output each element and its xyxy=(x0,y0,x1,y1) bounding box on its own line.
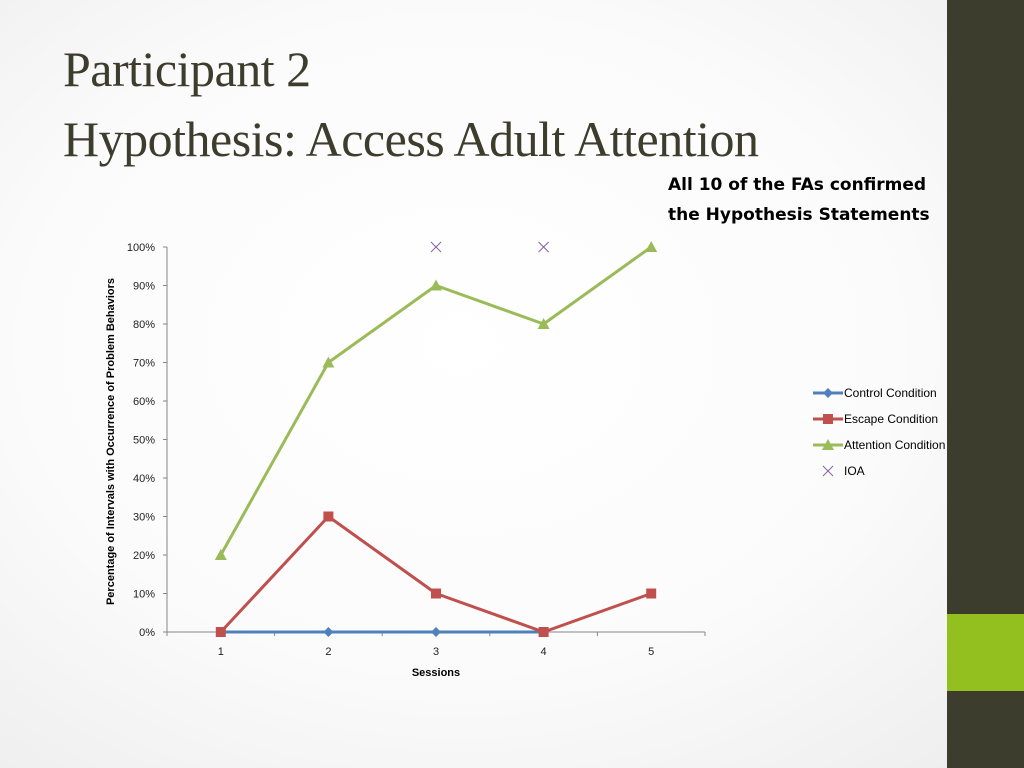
data-point-control-condition xyxy=(431,627,441,637)
hypothesis-note-line-2: the Hypothesis Statements xyxy=(668,205,930,225)
y-tick-label: 50% xyxy=(133,435,155,447)
legend-marker-attention-condition xyxy=(822,439,834,450)
data-point-ioa xyxy=(538,241,549,253)
slide-title: Participant 2 Hypothesis: Access Adult A… xyxy=(63,34,759,174)
data-point-escape-condition xyxy=(431,588,441,599)
slide-title-line-1: Participant 2 xyxy=(63,41,311,97)
series-line-escape-condition xyxy=(219,515,652,634)
legend-label-control-condition: Control Condition xyxy=(844,386,937,400)
legend-marker-ioa xyxy=(822,465,834,477)
data-point-attention-condition xyxy=(537,318,550,329)
y-tick-label: 0% xyxy=(139,627,155,639)
data-point-attention-condition xyxy=(214,549,227,560)
legend-label-attention-condition: Attention Condition xyxy=(844,438,945,452)
data-point-attention-condition xyxy=(322,356,335,368)
data-point-escape-condition xyxy=(323,511,334,522)
data-point-attention-condition xyxy=(645,241,658,252)
y-tick-label: 30% xyxy=(133,512,155,524)
legend-marker-escape-condition xyxy=(823,414,833,424)
legend-marker-control-condition xyxy=(823,388,833,398)
legend-label-escape-condition: Escape Condition xyxy=(844,412,938,426)
y-tick-label: 20% xyxy=(133,550,155,562)
data-point-escape-condition xyxy=(538,627,549,637)
data-point-escape-condition xyxy=(215,627,226,637)
x-axis-title: Sessions xyxy=(412,667,460,679)
data-point-attention-condition xyxy=(430,279,442,291)
y-tick-label: 90% xyxy=(133,281,155,293)
y-tick-label: 70% xyxy=(133,358,155,370)
y-tick-label: 10% xyxy=(133,589,155,601)
data-point-ioa xyxy=(430,241,442,253)
y-axis-title: Percentage of Intervals with Occurrence … xyxy=(105,278,117,605)
hypothesis-note-line-1: All 10 of the FAs confirmed xyxy=(668,175,927,195)
y-tick-label: 80% xyxy=(133,319,155,331)
y-tick-label: 40% xyxy=(133,473,155,485)
sidebar-accent-block xyxy=(947,614,1024,691)
y-tick-label: 100% xyxy=(127,242,155,254)
series-line-attention-condition xyxy=(219,245,653,556)
x-tick-label: 3 xyxy=(433,646,439,658)
x-tick-label: 5 xyxy=(648,646,654,658)
hypothesis-note: All 10 of the FAs confirmed the Hypothes… xyxy=(668,170,968,230)
x-tick-label: 4 xyxy=(541,646,547,658)
x-tick-label: 2 xyxy=(325,646,331,658)
data-point-control-condition xyxy=(323,627,334,637)
slide-title-line-2: Hypothesis: Access Adult Attention xyxy=(63,111,759,167)
y-tick-label: 60% xyxy=(133,396,155,408)
legend-label-ioa: IOA xyxy=(844,464,865,478)
x-tick-label: 1 xyxy=(218,646,224,658)
data-point-escape-condition xyxy=(646,588,657,599)
